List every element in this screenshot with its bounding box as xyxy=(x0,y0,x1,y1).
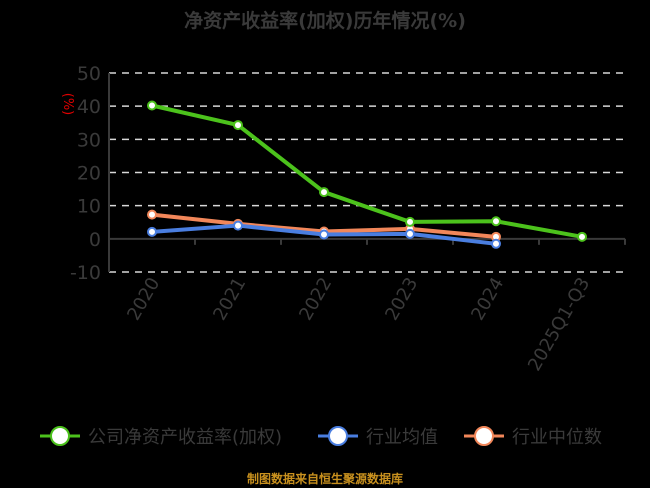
data-point[interactable] xyxy=(233,120,243,131)
x-tick-label: 2025Q1-Q3 xyxy=(524,274,594,375)
legend-label: 行业均值 xyxy=(366,427,438,448)
legend-label: 公司净资产收益率(加权) xyxy=(88,427,282,448)
legend-marker-icon xyxy=(328,426,348,446)
x-tick-label: 2023 xyxy=(381,274,422,324)
x-tick-label: 2024 xyxy=(467,274,508,324)
y-tick-label: 10 xyxy=(77,196,101,218)
data-point[interactable] xyxy=(147,209,157,220)
series-line xyxy=(147,220,501,249)
data-point[interactable] xyxy=(147,226,157,237)
data-point[interactable] xyxy=(147,100,157,111)
series-line xyxy=(147,100,587,242)
legend-item[interactable]: 行业中位数 xyxy=(464,426,602,448)
data-point[interactable] xyxy=(233,220,243,231)
series-path xyxy=(151,103,583,239)
y-tick-label: 20 xyxy=(77,163,101,185)
legend-item[interactable]: 公司净资产收益率(加权) xyxy=(40,426,282,448)
y-tick-label: -10 xyxy=(70,262,101,284)
data-point[interactable] xyxy=(491,238,501,249)
data-point[interactable] xyxy=(577,231,587,242)
y-unit-label: (%) xyxy=(60,93,75,116)
data-source-note: 制图数据来自恒生聚源数据库 xyxy=(246,472,403,486)
data-point[interactable] xyxy=(319,187,329,198)
y-tick-label: 0 xyxy=(89,229,101,251)
data-point[interactable] xyxy=(319,229,329,240)
legend-label: 行业中位数 xyxy=(512,427,602,448)
data-point[interactable] xyxy=(491,216,501,227)
x-tick-label: 2021 xyxy=(209,274,250,324)
legend-marker-icon xyxy=(50,426,70,446)
data-point[interactable] xyxy=(405,228,415,239)
legend-item[interactable]: 行业均值 xyxy=(318,426,438,448)
y-tick-label: 40 xyxy=(77,96,101,118)
data-point[interactable] xyxy=(405,216,415,227)
chart-title: 净资产收益率(加权)历年情况(%) xyxy=(184,10,466,32)
y-tick-label: 50 xyxy=(77,63,101,85)
x-tick-label: 2020 xyxy=(123,274,164,324)
legend-marker-icon xyxy=(474,426,494,446)
x-tick-label: 2022 xyxy=(295,274,336,324)
y-tick-label: 30 xyxy=(77,129,101,151)
